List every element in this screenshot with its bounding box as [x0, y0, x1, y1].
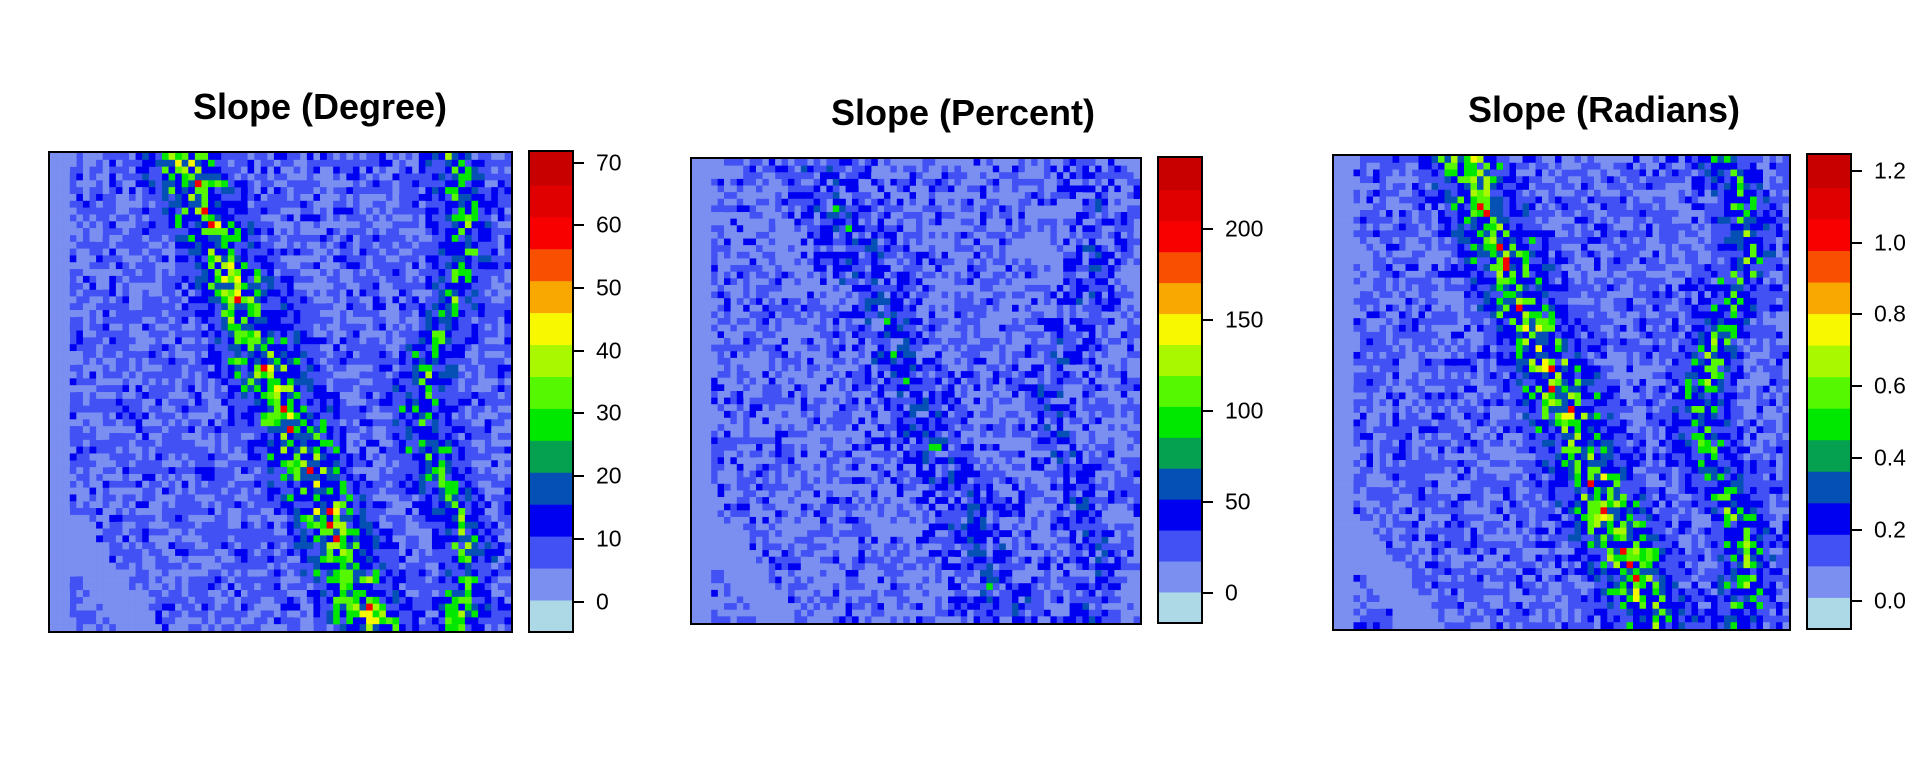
legend-tick-label: 100 [1225, 397, 1264, 424]
legend-color-band [1808, 501, 1850, 535]
legend-color-band [1808, 596, 1850, 628]
legend-tick-label: 30 [596, 399, 622, 426]
legend-color-band [1159, 436, 1201, 469]
legend-color-band [1159, 219, 1201, 253]
legend-color-band [1808, 218, 1850, 252]
legend-color-band [1159, 405, 1201, 438]
legend-tick-mark [1203, 318, 1213, 321]
legend-tick-label: 0.2 [1874, 516, 1906, 543]
legend-color-band [530, 183, 572, 218]
legend-tick-mark [574, 537, 584, 540]
legend-color-band [1159, 158, 1201, 191]
legend-tick-label: 0 [596, 588, 609, 615]
color-legend [1806, 153, 1852, 630]
legend-tick-mark [1203, 592, 1213, 595]
legend-color-band [530, 247, 572, 282]
chart-title: Slope (Percent) [830, 92, 1096, 133]
legend-tick-mark [1203, 227, 1213, 230]
legend-tick-mark [574, 475, 584, 478]
legend-color-band [530, 471, 572, 505]
legend-tick-mark [1852, 241, 1862, 244]
legend-tick-label: 0.4 [1874, 444, 1906, 471]
legend-tick-mark [1852, 169, 1862, 172]
legend-tick-mark [574, 224, 584, 227]
legend-color-band [530, 439, 572, 473]
legend-tick-mark [1852, 600, 1862, 603]
slope-raster [1334, 156, 1789, 629]
legend-color-band [1159, 188, 1201, 222]
slope-raster [50, 153, 511, 631]
chart-title: Slope (Radians) [1467, 89, 1741, 130]
legend-tick-label: 20 [596, 462, 622, 489]
legend-tick-mark [574, 349, 584, 352]
slope-map [48, 151, 513, 633]
legend-tick-label: 60 [596, 211, 622, 238]
legend-tick-label: 40 [596, 337, 622, 364]
legend-color-band [530, 279, 572, 314]
legend-tick-mark [574, 600, 584, 603]
legend-tick-label: 0 [1225, 579, 1238, 606]
legend-tick-mark [1203, 409, 1213, 412]
legend-color-band [1808, 470, 1850, 504]
legend-tick-label: 1.0 [1874, 229, 1906, 256]
legend-color-band [1159, 560, 1201, 593]
legend-tick-mark [574, 161, 584, 164]
legend-color-band [1808, 312, 1850, 346]
legend-tick-mark [1203, 500, 1213, 503]
legend-color-band [1808, 407, 1850, 441]
slope-map [1332, 154, 1791, 631]
legend-color-band [530, 311, 572, 346]
legend-color-band [530, 375, 572, 409]
legend-color-band [1808, 438, 1850, 472]
legend-tick-label: 50 [596, 274, 622, 301]
legend-color-band [1159, 250, 1201, 284]
legend-color-band [1808, 155, 1850, 188]
legend-tick-label: 150 [1225, 306, 1264, 333]
legend-tick-label: 1.2 [1874, 157, 1906, 184]
legend-tick-label: 0.6 [1874, 372, 1906, 399]
legend-tick-label: 0.8 [1874, 300, 1906, 327]
legend-color-band [530, 567, 572, 601]
legend-tick-mark [1852, 385, 1862, 388]
legend-color-band [1159, 312, 1201, 345]
legend-color-band [1159, 591, 1201, 622]
legend-color-band [1808, 281, 1850, 315]
legend-color-band [1808, 533, 1850, 567]
legend-color-band [530, 599, 572, 631]
slope-raster [692, 159, 1140, 623]
legend-color-band [530, 503, 572, 537]
legend-color-band [530, 535, 572, 569]
legend-color-band [1159, 498, 1201, 531]
legend-color-band [530, 407, 572, 441]
legend-color-band [1159, 343, 1201, 376]
legend-tick-mark [574, 412, 584, 415]
color-legend [528, 150, 574, 633]
legend-color-band [1159, 467, 1201, 500]
legend-color-band [1808, 564, 1850, 598]
legend-tick-label: 50 [1225, 488, 1251, 515]
legend-tick-label: 10 [596, 525, 622, 552]
color-legend [1157, 156, 1203, 624]
legend-color-band [1808, 344, 1850, 378]
legend-tick-label: 0.0 [1874, 587, 1906, 614]
legend-color-band [530, 215, 572, 250]
legend-tick-mark [574, 287, 584, 289]
legend-color-band [1159, 529, 1201, 562]
legend-tick-label: 70 [596, 149, 622, 176]
legend-color-band [530, 152, 572, 186]
legend-color-band [530, 343, 572, 377]
legend-color-band [1159, 281, 1201, 315]
slope-map [690, 157, 1142, 625]
legend-tick-mark [1852, 528, 1862, 531]
legend-color-band [1159, 374, 1201, 407]
legend-color-band [1808, 186, 1850, 220]
legend-tick-mark [1852, 313, 1862, 316]
legend-tick-mark [1852, 456, 1862, 459]
legend-color-band [1808, 375, 1850, 409]
chart-title: Slope (Degree) [192, 86, 448, 127]
legend-tick-label: 200 [1225, 215, 1264, 242]
legend-color-band [1808, 249, 1850, 283]
